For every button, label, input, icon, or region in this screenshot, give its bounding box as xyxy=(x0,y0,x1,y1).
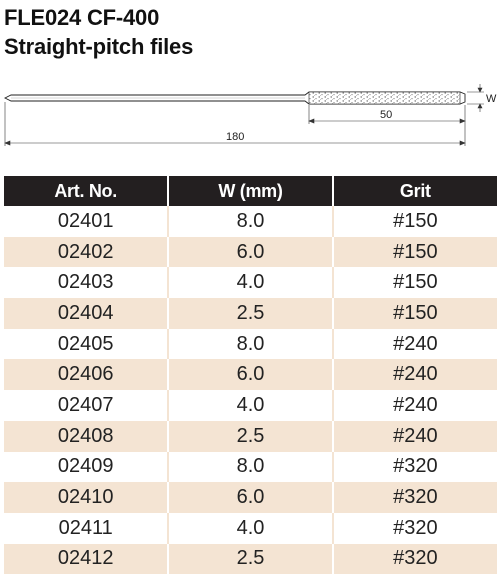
cell-width: 6.0 xyxy=(167,359,333,391)
table-row: 02411 4.0 #320 xyxy=(4,512,497,544)
cell-grit: #150 xyxy=(331,267,497,299)
product-subtitle: Straight-pitch files xyxy=(4,34,194,59)
page-title: FLE024 CF-400 Straight-pitch files xyxy=(4,3,193,61)
width-label: W xyxy=(486,93,497,105)
table-row: 02403 4.0 #150 xyxy=(4,267,497,299)
cell-art-no: 02409 xyxy=(4,451,169,483)
cell-grit: #320 xyxy=(331,482,497,513)
table-row: 02401 8.0 #150 xyxy=(4,206,497,237)
cell-width: 8.0 xyxy=(167,328,333,360)
table-header-row: Art. No. W (mm) Grit xyxy=(4,176,497,206)
cell-width: 2.5 xyxy=(167,543,333,575)
col-header-art-no: Art. No. xyxy=(4,176,169,206)
col-header-width: W (mm) xyxy=(167,176,333,206)
cell-grit: #150 xyxy=(331,298,497,329)
cell-art-no: 02410 xyxy=(4,482,169,513)
cell-grit: #320 xyxy=(331,512,497,544)
cell-width: 2.5 xyxy=(167,298,333,329)
product-code-title: FLE024 CF-400 xyxy=(4,5,160,30)
cell-art-no: 02402 xyxy=(4,236,169,268)
cell-grit: #150 xyxy=(331,206,497,237)
cell-art-no: 02405 xyxy=(4,328,169,360)
cell-grit: #240 xyxy=(331,359,497,391)
cell-width: 2.5 xyxy=(167,420,333,452)
file-cut-section xyxy=(308,91,461,105)
table-row: 02404 2.5 #150 xyxy=(4,298,497,329)
cell-art-no: 02411 xyxy=(4,512,169,544)
cell-width: 6.0 xyxy=(167,482,333,513)
col-header-grit: Grit xyxy=(331,176,497,206)
table-row: 02410 6.0 #320 xyxy=(4,482,497,513)
cell-width: 4.0 xyxy=(167,390,333,421)
cut-length-label: 50 xyxy=(380,109,392,121)
file-technical-drawing: W 50 180 xyxy=(3,84,497,146)
cell-art-no: 02408 xyxy=(4,420,169,452)
cell-grit: #240 xyxy=(331,328,497,360)
cell-width: 4.0 xyxy=(167,512,333,544)
cell-grit: #240 xyxy=(331,420,497,452)
cut-length-dimension xyxy=(308,105,466,146)
cell-art-no: 02412 xyxy=(4,543,169,575)
cell-grit: #320 xyxy=(331,543,497,575)
table-row: 02405 8.0 #240 xyxy=(4,328,497,360)
cell-width: 8.0 xyxy=(167,206,333,237)
cell-art-no: 02407 xyxy=(4,390,169,421)
cell-width: 4.0 xyxy=(167,267,333,299)
overall-length-label: 180 xyxy=(226,131,244,143)
cell-art-no: 02403 xyxy=(4,267,169,299)
cell-art-no: 02406 xyxy=(4,359,169,391)
overall-length-dimension xyxy=(4,102,466,146)
specification-table: Art. No. W (mm) Grit 02401 8.0 #150 0240… xyxy=(4,176,497,575)
cell-grit: #320 xyxy=(331,451,497,483)
table-row: 02402 6.0 #150 xyxy=(4,236,497,268)
table-row: 02408 2.5 #240 xyxy=(4,420,497,452)
table-row: 02407 4.0 #240 xyxy=(4,390,497,421)
table-row: 02412 2.5 #320 xyxy=(4,543,497,575)
table-row: 02409 8.0 #320 xyxy=(4,451,497,483)
cell-grit: #150 xyxy=(331,236,497,268)
cell-grit: #240 xyxy=(331,390,497,421)
cell-art-no: 02404 xyxy=(4,298,169,329)
cell-art-no: 02401 xyxy=(4,206,169,237)
table-row: 02406 6.0 #240 xyxy=(4,359,497,391)
cell-width: 6.0 xyxy=(167,236,333,268)
width-dimension xyxy=(467,84,484,112)
cell-width: 8.0 xyxy=(167,451,333,483)
